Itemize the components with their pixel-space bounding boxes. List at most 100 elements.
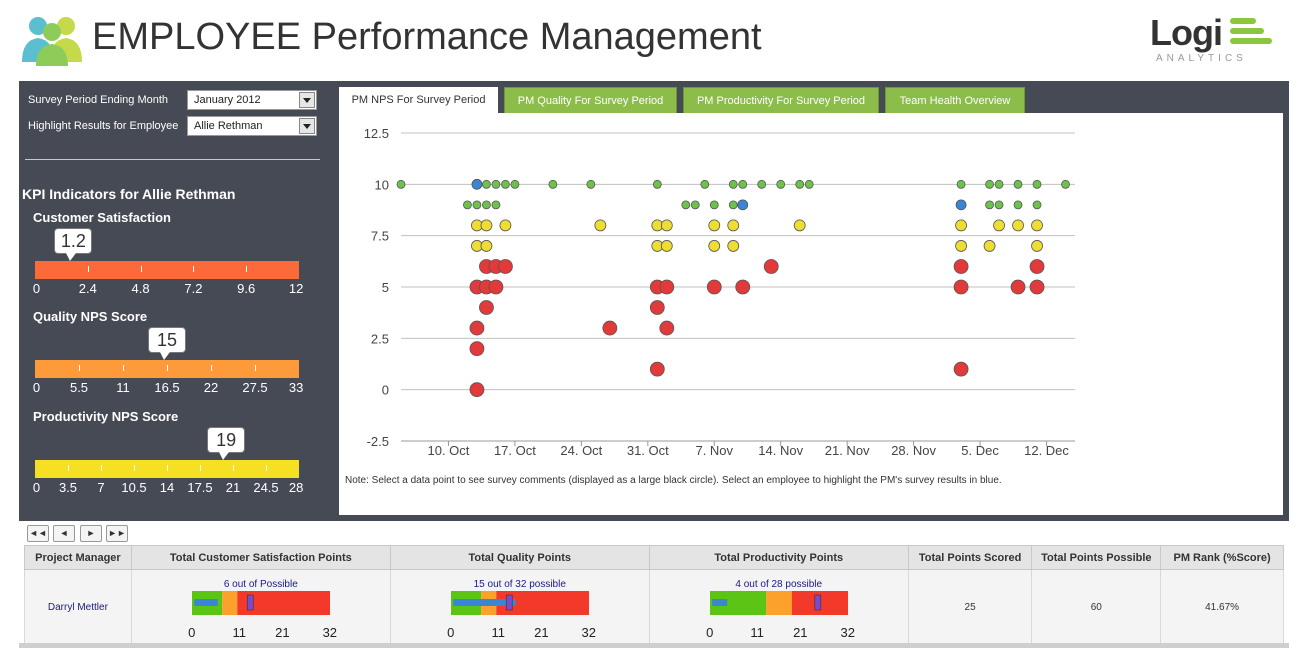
chevron-down-icon[interactable] xyxy=(299,92,315,108)
scatter-point[interactable] xyxy=(728,179,738,189)
scatter-point[interactable] xyxy=(757,179,767,189)
pager-next-button[interactable]: ► xyxy=(80,525,102,542)
scatter-point[interactable] xyxy=(737,199,749,211)
chevron-down-icon[interactable] xyxy=(299,118,315,134)
col-project-manager[interactable]: Project Manager xyxy=(24,545,132,570)
scatter-point[interactable] xyxy=(471,178,483,190)
scatter-point[interactable] xyxy=(510,179,520,189)
scatter-point[interactable] xyxy=(480,240,493,252)
scatter-point[interactable] xyxy=(463,200,472,210)
scatter-point[interactable] xyxy=(1031,240,1043,252)
scatter-point[interactable] xyxy=(728,200,738,210)
tab-pm-quality[interactable]: PM Quality For Survey Period xyxy=(504,87,677,114)
scatter-point[interactable] xyxy=(955,199,967,211)
gauge-bar-quality-nps[interactable] xyxy=(35,360,299,378)
scatter-point[interactable] xyxy=(499,219,512,232)
tab-pm-productivity[interactable]: PM Productivity For Survey Period xyxy=(683,87,879,114)
scatter-point[interactable] xyxy=(469,320,485,336)
prod-bullet-chart[interactable]: 4 out of 28 possible 0 11 21 32 xyxy=(654,573,904,643)
scatter-point[interactable] xyxy=(708,219,721,232)
scatter-point[interactable] xyxy=(491,179,501,189)
scatter-point[interactable] xyxy=(548,179,558,189)
scatter-point[interactable] xyxy=(700,179,710,189)
scatter-point[interactable] xyxy=(738,179,748,189)
scatter-point[interactable] xyxy=(1032,179,1042,189)
scatter-point[interactable] xyxy=(1031,219,1043,232)
scatter-point[interactable] xyxy=(652,179,662,189)
scatter-point[interactable] xyxy=(480,219,493,232)
scatter-point[interactable] xyxy=(735,279,751,295)
gauge-bar-customer-satisfaction[interactable] xyxy=(35,261,299,279)
pager-first-button[interactable]: ◄◄ xyxy=(27,525,49,542)
table-row[interactable]: Darryl Mettler 6 out of Possible 0 11 21 32… xyxy=(24,569,1284,646)
scatter-point[interactable] xyxy=(727,219,740,232)
scatter-point[interactable] xyxy=(804,179,814,189)
scatter-point[interactable] xyxy=(472,200,482,210)
scatter-point[interactable] xyxy=(479,300,494,315)
scatter-point[interactable] xyxy=(1013,179,1023,189)
scatter-point[interactable] xyxy=(660,240,673,252)
scatter-point[interactable] xyxy=(727,240,740,252)
scatter-point[interactable] xyxy=(955,240,967,252)
scatter-point[interactable] xyxy=(681,200,691,210)
scatter-point[interactable] xyxy=(709,200,719,210)
scatter-point[interactable] xyxy=(983,240,996,252)
scatter-point[interactable] xyxy=(659,279,675,295)
scatter-point[interactable] xyxy=(776,179,786,189)
scatter-point[interactable] xyxy=(1012,219,1024,232)
scatter-point[interactable] xyxy=(501,179,510,189)
scatter-point[interactable] xyxy=(956,179,966,189)
col-pm-rank[interactable]: PM Rank (%Score) xyxy=(1160,545,1284,570)
scatter-point[interactable] xyxy=(1029,279,1045,295)
scatter-point[interactable] xyxy=(953,259,969,274)
scatter-point[interactable] xyxy=(469,382,485,398)
scatter-point[interactable] xyxy=(1029,259,1045,274)
scatter-point[interactable] xyxy=(795,179,805,189)
scatter-point[interactable] xyxy=(1032,200,1042,210)
quality-bullet-chart[interactable]: 15 out of 32 possible 0 11 21 32 xyxy=(395,573,645,643)
scatter-point[interactable] xyxy=(1061,179,1070,189)
gauge-bar-productivity-nps[interactable] xyxy=(35,460,299,478)
pager-last-button[interactable]: ►► xyxy=(106,525,128,542)
scatter-point[interactable] xyxy=(985,179,994,189)
scatter-point[interactable] xyxy=(602,320,618,336)
scatter-point[interactable] xyxy=(659,320,675,336)
employee-select[interactable]: Allie Rethman xyxy=(187,116,317,136)
scatter-point[interactable] xyxy=(660,219,673,232)
col-quality-points[interactable]: Total Quality Points xyxy=(389,545,650,570)
scatter-point[interactable] xyxy=(649,361,665,377)
scatter-point[interactable] xyxy=(690,200,700,210)
scatter-point[interactable] xyxy=(953,279,969,295)
scatter-point[interactable] xyxy=(994,200,1004,210)
scatter-point[interactable] xyxy=(586,179,596,189)
scatter-point[interactable] xyxy=(1013,200,1023,210)
col-total-possible[interactable]: Total Points Possible xyxy=(1031,545,1162,570)
scatter-point[interactable] xyxy=(706,279,722,295)
tab-team-health[interactable]: Team Health Overview xyxy=(885,87,1025,114)
period-select[interactable]: January 2012 xyxy=(187,90,317,110)
scatter-point[interactable] xyxy=(985,200,994,210)
scatter-point[interactable] xyxy=(469,341,485,357)
pager-prev-button[interactable]: ◄ xyxy=(53,525,75,542)
scatter-point[interactable] xyxy=(953,361,969,377)
scatter-point[interactable] xyxy=(994,179,1004,189)
scatter-point[interactable] xyxy=(498,259,513,274)
scatter-point[interactable] xyxy=(955,219,967,232)
scatter-point[interactable] xyxy=(993,219,1005,232)
scatter-point[interactable] xyxy=(594,219,607,232)
tab-pm-nps[interactable]: PM NPS For Survey Period xyxy=(339,87,498,115)
scatter-point[interactable] xyxy=(482,179,491,189)
scatter-point[interactable] xyxy=(488,279,504,295)
pm-name-cell[interactable]: Darryl Mettler xyxy=(24,569,132,646)
col-productivity-points[interactable]: Total Productivity Points xyxy=(648,545,909,570)
scatter-point[interactable] xyxy=(1010,279,1026,295)
scatter-point[interactable] xyxy=(396,179,406,189)
scatter-point[interactable] xyxy=(649,300,665,315)
col-total-scored[interactable]: Total Points Scored xyxy=(907,545,1033,570)
nps-scatter-chart[interactable]: 12.5 10 7.5 5 2.5 0 -2.5 10. Oct 17. Oct 24. Oct 3… xyxy=(339,113,1283,473)
cs-bullet-chart[interactable]: 6 out of Possible 0 11 21 32 xyxy=(136,573,386,643)
scatter-point[interactable] xyxy=(793,219,806,232)
scatter-point[interactable] xyxy=(491,200,501,210)
scatter-point[interactable] xyxy=(763,259,779,274)
scatter-point[interactable] xyxy=(708,240,721,252)
